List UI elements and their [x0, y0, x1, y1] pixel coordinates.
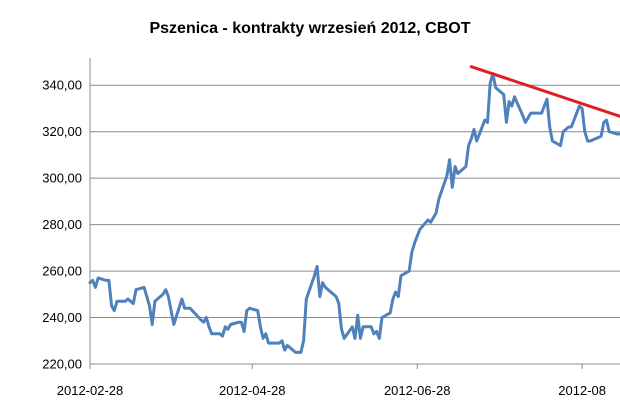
- gridlines: [89, 58, 620, 368]
- y-axis-ticks: 220,00 240,00 260,00 280,00 300,00 320,00 340,…: [42, 78, 82, 372]
- annotation-layer: [469, 65, 620, 118]
- series-layer: [88, 72, 620, 354]
- x-tick-label: 2012-06-28: [384, 383, 451, 398]
- y-tick-label: 340,00: [42, 78, 82, 93]
- x-tick-label: 2012-04-28: [219, 383, 286, 398]
- y-tick-label: 240,00: [42, 310, 82, 325]
- y-tick-label: 320,00: [42, 124, 82, 139]
- series-line: [88, 72, 620, 354]
- trend-line: [469, 65, 620, 118]
- x-tick-label: 2012-08: [558, 383, 606, 398]
- y-tick-label: 280,00: [42, 217, 82, 232]
- x-axis-ticks: 2012-02-28 2012-04-28 2012-06-28 2012-08: [57, 364, 606, 398]
- y-tick-label: 260,00: [42, 264, 82, 279]
- y-tick-label: 220,00: [42, 357, 82, 372]
- x-tick-label: 2012-02-28: [57, 383, 124, 398]
- y-tick-label: 300,00: [42, 171, 82, 186]
- chart-title: Pszenica - kontrakty wrzesień 2012, CBOT: [149, 20, 470, 37]
